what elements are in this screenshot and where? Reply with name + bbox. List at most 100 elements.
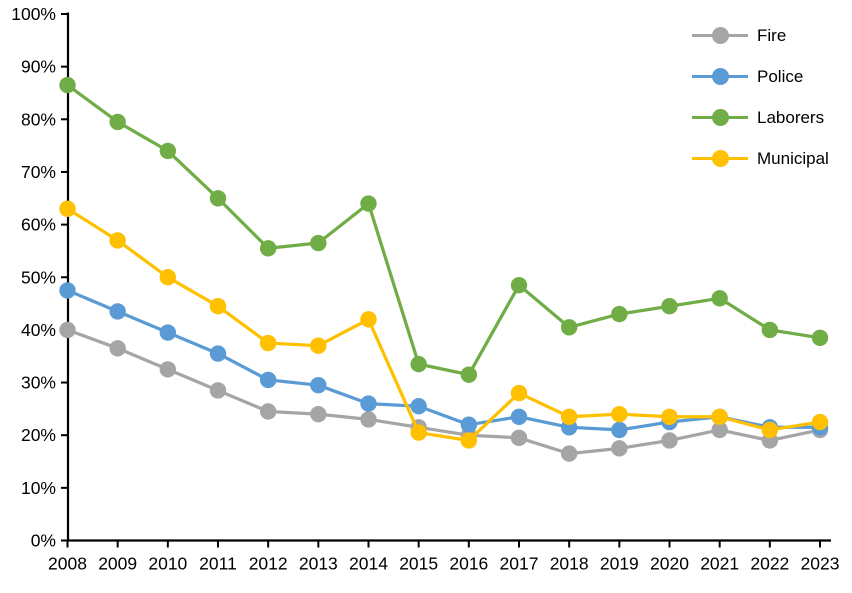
- y-axis-label: 0%: [31, 531, 56, 551]
- y-axis-label: 70%: [21, 162, 56, 182]
- y-axis-label: 30%: [21, 373, 56, 393]
- data-point-police-2014: [360, 395, 377, 412]
- data-point-municipal-2016: [460, 432, 478, 449]
- municipal-series-marker-icon: [692, 150, 748, 167]
- data-point-laborers-2011: [209, 190, 227, 207]
- x-axis-label: 2011: [199, 554, 237, 574]
- series-line-fire: [65, 328, 822, 456]
- y-axis-label: 90%: [21, 57, 56, 77]
- data-point-municipal-2014: [360, 311, 377, 328]
- data-point-municipal-2008: [59, 200, 76, 218]
- x-axis-label: 2013: [299, 554, 338, 574]
- data-point-fire-2009: [109, 340, 126, 357]
- series-line-police: [65, 288, 822, 432]
- data-point-fire-2014: [360, 411, 377, 428]
- data-point-laborers-2022: [761, 321, 779, 339]
- x-axis-label: 2015: [399, 554, 438, 574]
- data-point-municipal-2018: [560, 408, 578, 425]
- data-point-laborers-2010: [159, 142, 177, 160]
- police-series-marker-icon: [692, 68, 748, 85]
- legend-item-laborers: Laborers: [692, 97, 829, 138]
- y-axis-label: 100%: [11, 4, 56, 24]
- y-axis-label: 80%: [21, 109, 56, 129]
- data-point-laborers-2019: [611, 305, 628, 323]
- legend-label-police: Police: [757, 67, 804, 86]
- data-point-police-2019: [611, 421, 628, 439]
- data-point-fire-2019: [611, 440, 628, 457]
- legend-label-fire: Fire: [757, 26, 787, 45]
- data-point-laborers-2014: [360, 195, 377, 212]
- x-axis-label: 2008: [48, 554, 87, 574]
- data-point-laborers-2018: [560, 319, 578, 336]
- y-axis-label: 40%: [21, 320, 56, 340]
- y-axis-label: 50%: [21, 267, 56, 287]
- x-axis-label: 2012: [249, 554, 288, 574]
- data-point-municipal-2020: [661, 408, 678, 425]
- data-point-municipal-2022: [761, 421, 779, 439]
- x-axis-label: 2021: [700, 554, 739, 574]
- data-point-municipal-2015: [410, 424, 427, 441]
- data-point-municipal-2017: [510, 384, 528, 402]
- data-point-police-2013: [310, 376, 327, 394]
- fire-series-marker-icon: [692, 27, 748, 44]
- data-point-fire-2008: [59, 321, 76, 339]
- legend-item-police: Police: [692, 56, 829, 97]
- data-point-fire-2017: [510, 429, 528, 447]
- x-axis-label: 2016: [449, 554, 488, 574]
- data-point-police-2017: [510, 408, 528, 425]
- data-point-municipal-2010: [159, 269, 177, 286]
- data-point-municipal-2019: [611, 405, 628, 423]
- data-point-municipal-2012: [259, 334, 277, 352]
- laborers-series-marker-icon: [692, 109, 748, 126]
- legend-item-fire: Fire: [692, 15, 829, 56]
- data-point-laborers-2017: [510, 276, 528, 294]
- data-point-municipal-2021: [711, 408, 728, 425]
- data-point-laborers-2023: [811, 329, 829, 346]
- data-point-laborers-2021: [711, 290, 728, 307]
- y-axis-label: 20%: [21, 425, 56, 445]
- legend-label-laborers: Laborers: [757, 108, 825, 127]
- data-point-police-2016: [460, 416, 478, 433]
- data-point-police-2012: [259, 371, 277, 389]
- data-point-fire-2011: [209, 382, 227, 399]
- x-axis-label: 2010: [148, 554, 187, 574]
- data-point-fire-2013: [310, 405, 327, 423]
- data-point-laborers-2013: [310, 234, 327, 252]
- data-point-municipal-2011: [209, 298, 227, 315]
- data-point-fire-2018: [560, 445, 578, 462]
- chart-legend: Fire Police Laborers Municipal: [692, 15, 829, 179]
- data-point-laborers-2009: [109, 113, 126, 131]
- data-point-police-2011: [209, 345, 227, 362]
- data-point-fire-2021: [711, 421, 728, 439]
- series-line-municipal: [65, 207, 822, 443]
- data-point-municipal-2013: [310, 337, 327, 354]
- y-axis-label: 10%: [21, 478, 56, 498]
- data-point-municipal-2023: [811, 413, 829, 431]
- data-point-laborers-2008: [59, 76, 76, 94]
- series-line-laborers: [65, 83, 822, 377]
- x-axis-label: 2019: [600, 554, 639, 574]
- data-point-fire-2020: [661, 432, 678, 449]
- data-point-laborers-2012: [259, 240, 277, 257]
- data-point-fire-2010: [159, 361, 177, 378]
- data-point-laborers-2020: [661, 298, 678, 315]
- data-point-police-2008: [59, 282, 76, 299]
- legend-item-municipal: Municipal: [692, 138, 829, 179]
- y-axis-label: 60%: [21, 215, 56, 235]
- x-axis-label: 2022: [750, 554, 789, 574]
- x-axis-label: 2009: [98, 554, 137, 574]
- data-point-laborers-2016: [460, 366, 478, 383]
- x-axis-label: 2017: [500, 554, 539, 574]
- data-point-police-2010: [159, 324, 177, 341]
- legend-label-municipal: Municipal: [757, 149, 829, 168]
- data-point-fire-2012: [259, 403, 277, 420]
- x-axis-label: 2020: [650, 554, 689, 574]
- x-axis-label: 2018: [550, 554, 589, 574]
- data-point-laborers-2015: [410, 355, 427, 373]
- data-point-municipal-2009: [109, 232, 126, 249]
- data-point-police-2009: [109, 303, 126, 320]
- x-axis-label: 2023: [801, 554, 840, 574]
- x-axis-label: 2014: [349, 554, 388, 574]
